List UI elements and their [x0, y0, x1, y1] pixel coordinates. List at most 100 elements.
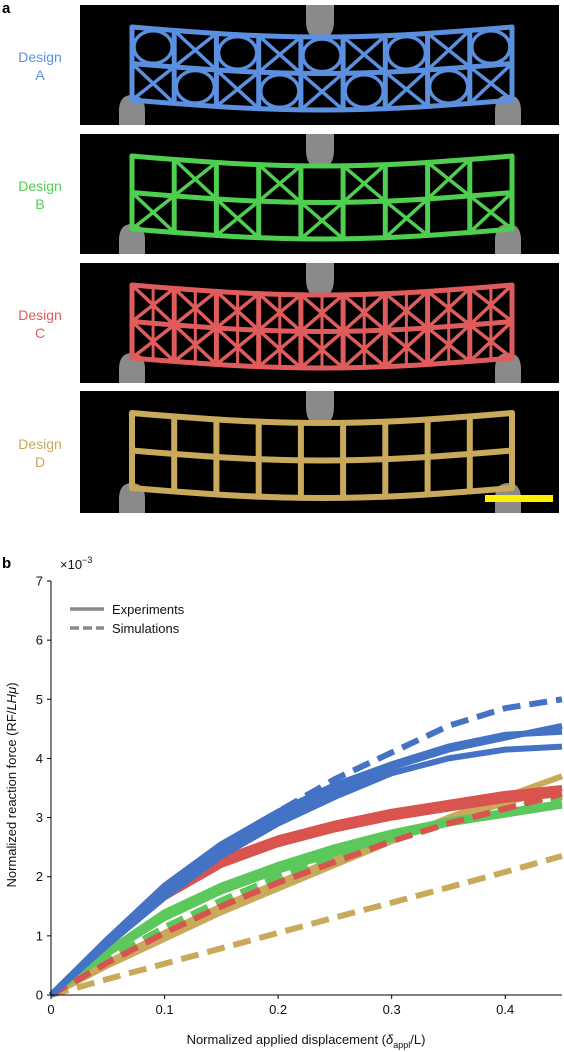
- y-tick-label: 0: [36, 988, 43, 1003]
- y-tick-label: 1: [36, 928, 43, 943]
- lattice-cross-brace: [425, 28, 472, 72]
- design-label: Design B: [18, 178, 62, 212]
- lattice-circle: [174, 68, 217, 105]
- x-tick-label: 0.4: [496, 1002, 514, 1017]
- design-c-panel: Design C: [18, 263, 559, 383]
- lattice-cross-brace: [468, 190, 514, 235]
- loading-nose: [306, 5, 334, 39]
- panel-a-photos: Design A Design B Design C Design D: [18, 5, 559, 513]
- legend-label: Experiments: [112, 602, 185, 617]
- lattice-cross-brace: [130, 190, 176, 235]
- series-line-design-c-experiment: [48, 790, 563, 998]
- lattice-cross-brace: [468, 61, 514, 106]
- lattice-cross-brace: [130, 61, 176, 106]
- loading-nose: [306, 391, 334, 425]
- lattice-circle: [470, 28, 512, 66]
- lattice-cross-brace: [214, 68, 261, 111]
- y-tick-label: 7: [36, 574, 43, 589]
- lattice-cross-brace: [341, 162, 388, 205]
- lattice-horizontal-bar: [129, 97, 515, 113]
- lattice: [129, 24, 515, 113]
- lattice: [129, 153, 515, 242]
- panel-a-letter: a: [2, 0, 11, 17]
- lattice-circle: [301, 37, 343, 74]
- panel-b-letter: b: [2, 555, 11, 572]
- y-axis-label: Normalized reaction force (RF/LHμ): [4, 682, 19, 887]
- lattice-horizontal-bar: [129, 61, 515, 77]
- lattice-cross-brace: [214, 197, 261, 240]
- lattice-horizontal-bar: [129, 153, 515, 169]
- lattice-cross-brace: [425, 157, 472, 201]
- design-label: Design D: [18, 436, 62, 470]
- lattice-cross-brace: [383, 197, 430, 240]
- lattice-cross-brace: [341, 33, 388, 76]
- y-axis-label-end: ): [4, 682, 19, 686]
- lattice-horizontal-bar: [129, 226, 515, 242]
- lattice-circle: [132, 28, 174, 66]
- x-tick-label: 0.1: [156, 1002, 174, 1017]
- legend-label: Simulations: [112, 621, 180, 636]
- lattice-circle: [258, 73, 301, 110]
- design-label-word: Design: [18, 307, 62, 323]
- x-tick-label: 0.2: [269, 1002, 287, 1017]
- y-multiplier-base: ×10: [60, 557, 82, 572]
- y-tick-label: 6: [36, 633, 43, 648]
- x-axis-label-sub: appl: [393, 1040, 410, 1050]
- series-line-design-b-simulation: [49, 793, 563, 998]
- x-axis-label-delta: δ: [386, 1032, 394, 1047]
- design-label: Design C: [18, 307, 62, 341]
- reaction-force-chart: ×10−3 0 1 2 3 4 5 6 7 0 0.1 0.2 0.3 0.4 Experiments S…: [4, 555, 564, 1050]
- scale-bar: [485, 495, 553, 502]
- legend: Experiments Simulations: [70, 602, 185, 636]
- lattice-cross-brace: [299, 71, 345, 112]
- y-tick-label: 5: [36, 692, 43, 707]
- y-tick-label: 4: [36, 751, 43, 766]
- lattice-cross-brace: [299, 200, 345, 241]
- lattice-circle: [427, 68, 470, 105]
- lattice: [129, 410, 515, 502]
- x-axis-label: Normalized applied displacement (δappl/L…: [187, 1032, 426, 1050]
- design-d-panel: Design D: [18, 391, 559, 513]
- y-axis-label-main: Normalized reaction force (RF/: [4, 710, 19, 887]
- y-tick-label: 3: [36, 810, 43, 825]
- lattice-horizontal-bar: [129, 24, 515, 40]
- design-label-letter: A: [35, 67, 45, 83]
- design-b-panel: Design B: [18, 134, 559, 254]
- design-a-panel: Design A: [18, 5, 559, 125]
- lattice-horizontal-bar: [129, 447, 515, 464]
- loading-nose: [306, 263, 334, 297]
- loading-nose: [306, 134, 334, 168]
- lattice-circle: [343, 73, 386, 110]
- lattice-horizontal-bar: [129, 190, 515, 206]
- y-tick-label: 2: [36, 869, 43, 884]
- series-line-design-d-simulation: [50, 853, 563, 998]
- axes-layer: 0 1 2 3 4 5 6 7 0 0.1 0.2 0.3 0.4: [36, 574, 562, 1017]
- lattice-cross-brace: [172, 28, 219, 72]
- series-line-design-c-simulation: [49, 790, 563, 998]
- design-label-word: Design: [18, 436, 62, 452]
- lattice-cross-brace: [383, 68, 430, 111]
- design-label-word: Design: [18, 49, 62, 65]
- y-axis-label-italic: LHμ: [4, 687, 19, 711]
- lattice-circle: [385, 34, 428, 71]
- lattice-cross-brace: [256, 33, 303, 76]
- lattice-horizontal-bar: [129, 410, 515, 427]
- x-tick-label: 0: [47, 1002, 54, 1017]
- lattice: [129, 282, 515, 371]
- series-line-design-a-simulation: [49, 696, 563, 998]
- y-multiplier-exponent: −3: [82, 555, 92, 565]
- lattice-cross-brace: [256, 162, 303, 205]
- design-label-letter: C: [35, 325, 45, 341]
- y-multiplier: ×10−3: [60, 555, 92, 572]
- design-label-letter: D: [35, 454, 45, 470]
- design-label-word: Design: [18, 178, 62, 194]
- x-axis-label-main: Normalized applied displacement (: [187, 1032, 387, 1047]
- lattice-circle: [216, 34, 259, 71]
- series-layer: [48, 696, 564, 998]
- x-tick-label: 0.3: [383, 1002, 401, 1017]
- design-label: Design A: [18, 49, 62, 83]
- lattice-horizontal-bar: [129, 485, 515, 502]
- design-label-letter: B: [35, 196, 44, 212]
- x-axis-label-end: /L): [410, 1032, 425, 1047]
